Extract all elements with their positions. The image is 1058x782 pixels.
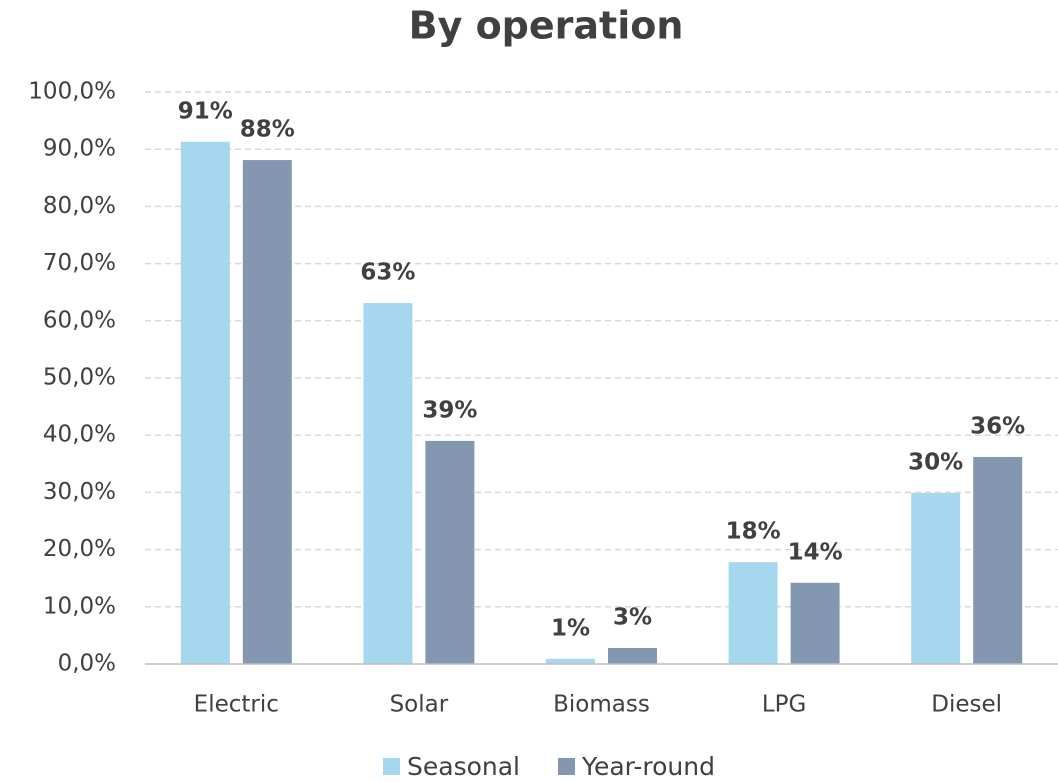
legend-swatch [383,758,400,775]
bar [242,160,292,664]
y-tick-label: 20,0% [43,536,116,562]
y-tick-label: 50,0% [43,365,116,391]
value-label: 88% [240,117,295,143]
bar [911,492,961,664]
bar [180,141,230,664]
y-tick-label: 30,0% [43,479,116,505]
legend-label: Year-round [581,752,715,781]
x-tick-label: Electric [194,692,279,718]
value-label: 1% [551,615,590,641]
x-tick-label: Solar [390,692,449,718]
value-label: 39% [422,397,477,423]
x-tick-label: LPG [762,692,807,718]
legend-swatch [558,758,576,775]
bar [973,456,1023,664]
value-label: 91% [178,98,233,124]
value-label: 18% [726,519,781,545]
y-tick-label: 80,0% [43,193,116,219]
value-label: 14% [788,539,843,565]
y-tick-label: 100,0% [28,79,116,105]
y-tick-label: 70,0% [43,250,116,276]
y-tick-label: 60,0% [43,307,116,333]
value-label: 3% [613,604,652,630]
bar [608,647,657,664]
y-tick-label: 40,0% [43,422,116,448]
bar [363,303,413,664]
legend-label: Seasonal [407,752,520,781]
bar [728,562,778,664]
value-label: 30% [908,449,963,475]
bar [790,582,840,664]
value-label: 36% [970,413,1025,439]
y-tick-label: 0,0% [58,651,116,677]
y-tick-label: 90,0% [43,136,116,162]
x-tick-label: Diesel [931,692,1002,718]
bar [425,440,475,664]
bar [546,658,595,664]
y-tick-label: 10,0% [43,593,116,619]
value-label: 63% [360,260,415,286]
x-tick-label: Biomass [553,692,650,718]
chart-title: By operation [409,4,684,48]
